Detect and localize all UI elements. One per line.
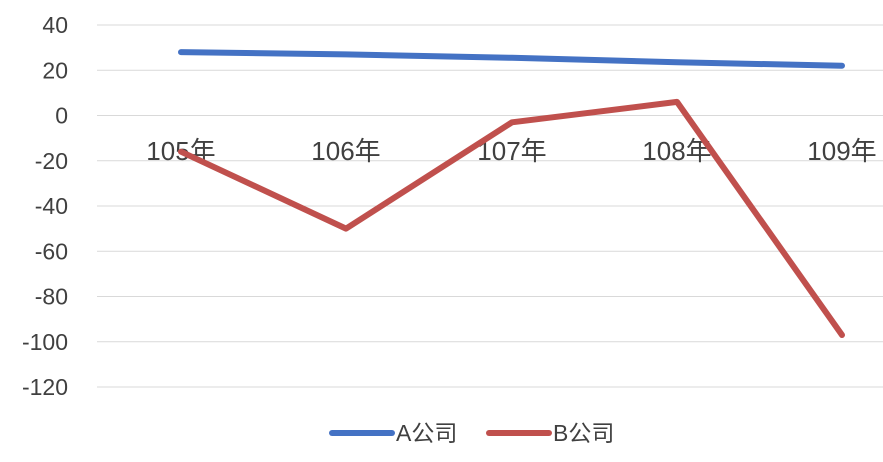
gridlines [97,25,883,387]
x-category-label: 109年 [807,136,876,166]
legend-label: B公司 [553,420,614,446]
y-axis-tick-labels: 40 20 0 -20 -40 -60 -80 -100 -120 [22,12,68,400]
legend-label: A公司 [396,420,457,446]
y-tick-label: 40 [42,12,68,38]
y-tick-label: -60 [35,238,68,264]
series-line-a [181,52,842,66]
y-tick-label: 0 [55,103,68,129]
y-tick-label: -120 [22,374,68,400]
y-tick-label: -20 [35,148,68,174]
y-tick-label: -80 [35,284,68,310]
legend: A公司 B公司 [332,420,614,446]
y-tick-label: -100 [22,329,68,355]
series-lines [181,52,842,335]
x-category-label: 106年 [311,136,380,166]
y-tick-label: -40 [35,193,68,219]
y-tick-label: 20 [42,57,68,83]
